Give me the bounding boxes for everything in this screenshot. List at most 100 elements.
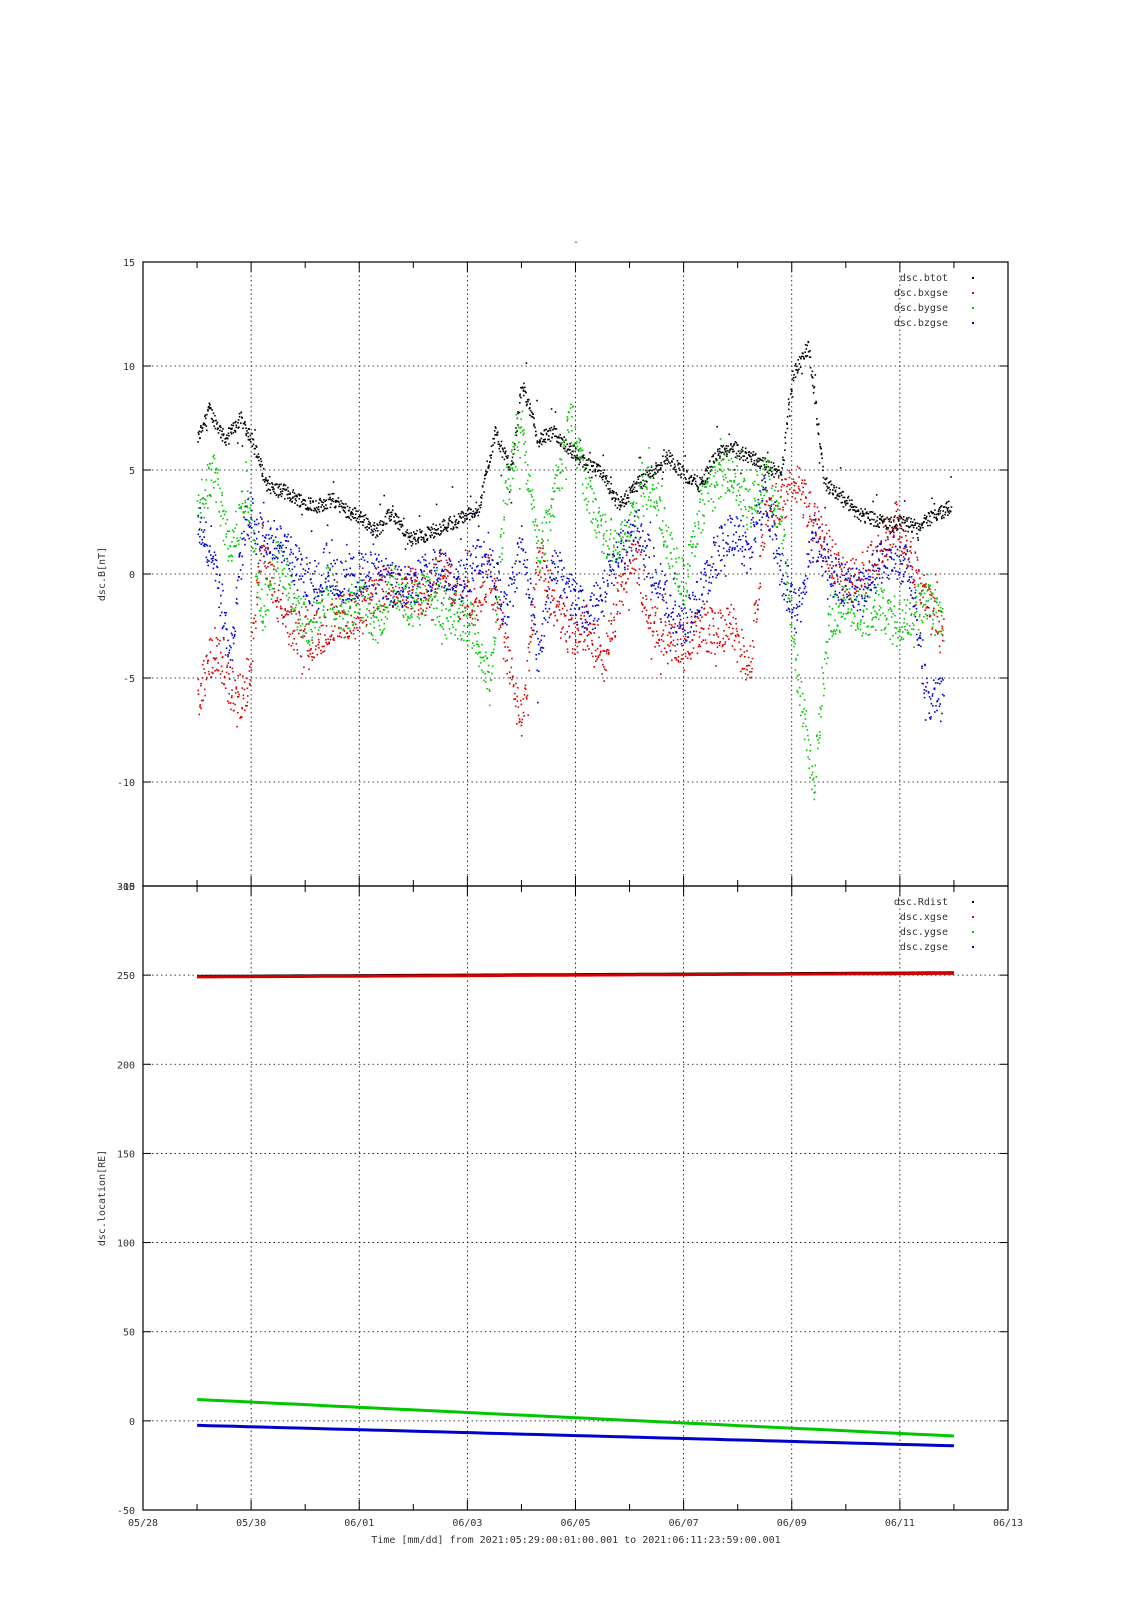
data-point: [343, 611, 345, 613]
data-point: [256, 456, 259, 459]
data-point: [282, 623, 284, 625]
data-point: [451, 522, 454, 524]
data-point: [430, 526, 433, 528]
data-point: [478, 651, 480, 654]
data-point: [835, 497, 837, 499]
data-point: [263, 562, 265, 565]
data-point: [918, 592, 921, 595]
data-point: [693, 477, 696, 480]
data-point: [945, 506, 947, 509]
data-point: [718, 448, 721, 450]
data-point: [266, 577, 268, 579]
data-point: [539, 439, 541, 441]
data-point: [406, 529, 409, 531]
data-point: [272, 486, 274, 488]
data-point: [497, 607, 499, 610]
data-point: [376, 523, 378, 525]
data-point: [824, 658, 826, 660]
data-point: [382, 608, 385, 611]
data-point: [602, 535, 605, 537]
data-point: [524, 687, 526, 689]
data-point: [661, 478, 664, 480]
data-point: [248, 670, 251, 672]
data-point: [805, 749, 808, 751]
data-point: [483, 491, 485, 493]
data-point: [355, 519, 358, 522]
data-point: [278, 485, 280, 488]
data-point: [230, 708, 232, 711]
data-point: [265, 484, 268, 486]
data-point: [214, 627, 216, 629]
data-point: [205, 655, 207, 658]
data-point: [574, 638, 577, 641]
data-point: [535, 433, 538, 436]
data-point: [709, 607, 711, 609]
data-point: [401, 594, 404, 596]
data-point: [553, 482, 556, 485]
data-point: [326, 586, 328, 589]
data-point: [862, 579, 865, 581]
data-point: [386, 606, 389, 609]
data-point: [301, 513, 303, 516]
data-point: [822, 476, 825, 479]
data-point: [553, 597, 555, 600]
data-point: [482, 656, 485, 658]
data-point: [651, 607, 654, 609]
data-point: [431, 598, 434, 600]
data-point: [852, 601, 854, 603]
data-point: [337, 497, 340, 499]
data-point: [238, 539, 240, 542]
data-point: [366, 608, 368, 610]
data-point: [231, 560, 233, 562]
data-point: [296, 649, 299, 651]
data-point: [422, 609, 424, 611]
data-point: [382, 629, 384, 632]
y-tick-label: -15: [117, 882, 135, 893]
data-point: [682, 657, 684, 660]
data-point: [557, 436, 559, 439]
data-point: [619, 612, 621, 615]
data-point: [640, 486, 642, 488]
data-point: [837, 552, 840, 554]
data-point: [750, 460, 753, 463]
data-point: [560, 458, 563, 461]
data-point: [481, 584, 484, 587]
data-point: [571, 652, 574, 654]
data-point: [837, 498, 839, 501]
data-point: [721, 615, 724, 617]
data-point: [516, 723, 518, 725]
data-point: [769, 528, 771, 530]
data-point: [390, 590, 393, 592]
data-point: [669, 534, 672, 536]
data-point: [384, 616, 387, 618]
data-point: [468, 581, 470, 583]
data-point: [860, 585, 863, 588]
data-point: [466, 585, 469, 587]
data-point: [426, 538, 428, 541]
data-point: [719, 464, 722, 466]
data-point: [862, 564, 865, 566]
data-point: [715, 665, 717, 667]
data-point: [837, 561, 840, 563]
data-point: [372, 606, 375, 609]
data-point: [397, 583, 400, 586]
data-point: [831, 575, 834, 577]
data-point: [531, 411, 533, 414]
data-point: [464, 610, 467, 612]
data-point: [348, 635, 351, 638]
data-point: [255, 575, 257, 578]
data-point: [569, 443, 571, 445]
data-point: [370, 525, 372, 528]
data-point: [441, 626, 443, 628]
data-point: [317, 609, 319, 611]
data-point: [592, 518, 594, 520]
data-point: [809, 749, 811, 752]
data-point: [853, 515, 856, 518]
data-point: [389, 576, 391, 579]
data-point: [902, 516, 905, 518]
data-point: [632, 503, 634, 506]
data-point: [407, 617, 409, 619]
data-point: [706, 477, 709, 480]
data-point: [477, 619, 479, 621]
data-point: [586, 508, 588, 511]
